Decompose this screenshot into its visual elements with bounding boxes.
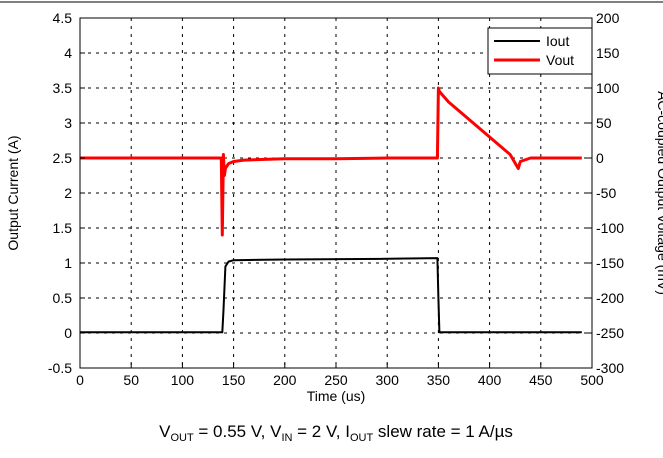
x-tick-label: 300 <box>376 372 400 388</box>
series-line-vout <box>80 86 582 237</box>
y2-axis-label: AC-coupled Output Voltage (mV) <box>655 91 663 295</box>
y-tick-label: 1.5 <box>53 220 73 236</box>
y2-tick-label: 50 <box>596 115 612 131</box>
y2-tick-label: -150 <box>596 255 624 271</box>
x-tick-label: 0 <box>76 372 84 388</box>
x-tick-label: 50 <box>123 372 139 388</box>
y-tick-label: 3.5 <box>53 80 73 96</box>
legend: Iout Vout <box>487 27 593 75</box>
x-axis-ticks: 0 50 100 150 200 250 300 350 400 450 500 <box>76 363 604 388</box>
y-tick-label: 4.5 <box>53 10 73 26</box>
y2-tick-label: 150 <box>596 45 620 61</box>
x-tick-label: 500 <box>580 372 604 388</box>
y-tick-label: 0.5 <box>53 290 73 306</box>
y-tick-label: 2.5 <box>53 150 73 166</box>
legend-box <box>487 27 593 75</box>
y-tick-label: 4 <box>64 45 72 61</box>
x-tick-label: 350 <box>427 372 451 388</box>
caption-vout-main: V <box>159 422 171 441</box>
caption-iout-val: slew rate = 1 A/µs <box>373 422 513 441</box>
y2-tick-label: -300 <box>596 360 624 376</box>
y2-tick-label: -250 <box>596 325 624 341</box>
y2-tick-label: -50 <box>596 185 616 201</box>
caption-vout-val: = 0.55 V, <box>194 422 270 441</box>
caption-vin-val: = 2 V, <box>292 422 345 441</box>
y2-tick-label: 0 <box>596 150 604 166</box>
y-tick-label: 2 <box>64 185 72 201</box>
caption-iout-main: I <box>345 422 350 441</box>
y-axis-ticks: -0.5 0 0.5 1 1.5 2 2.5 3 3.5 4 4.5 <box>48 10 85 376</box>
y2-axis-ticks: -300 -250 -200 -150 -100 -50 0 50 100 150 200 <box>587 10 624 376</box>
y2-tick-label: 100 <box>596 80 620 96</box>
y-axis-label: Output Current (A) <box>5 135 21 250</box>
series-layer <box>80 86 582 334</box>
y2-tick-label: -200 <box>596 290 624 306</box>
y-tick-label: 0 <box>64 325 72 341</box>
legend-label-vout: Vout <box>546 52 574 68</box>
figure-caption: VOUT = 0.55 V, VIN = 2 V, IOUT slew rate… <box>159 422 513 444</box>
caption-vout-sub: OUT <box>170 432 194 444</box>
x-tick-label: 100 <box>171 372 195 388</box>
caption-vin-sub: IN <box>281 432 292 444</box>
x-tick-label: 200 <box>273 372 297 388</box>
y2-tick-label: -100 <box>596 220 624 236</box>
y-tick-label: 1 <box>64 255 72 271</box>
y-tick-label: -0.5 <box>48 360 72 376</box>
legend-label-iout: Iout <box>546 33 569 49</box>
x-tick-label: 450 <box>529 372 553 388</box>
y-tick-label: 3 <box>64 115 72 131</box>
caption-iout-sub: OUT <box>350 432 374 444</box>
x-tick-label: 150 <box>222 372 246 388</box>
x-tick-label: 400 <box>478 372 502 388</box>
x-axis-label: Time (us) <box>307 388 366 404</box>
caption-vin-main: V <box>270 422 282 441</box>
x-tick-label: 250 <box>324 372 348 388</box>
series-line-iout <box>80 257 582 334</box>
y2-tick-label: 200 <box>596 10 620 26</box>
